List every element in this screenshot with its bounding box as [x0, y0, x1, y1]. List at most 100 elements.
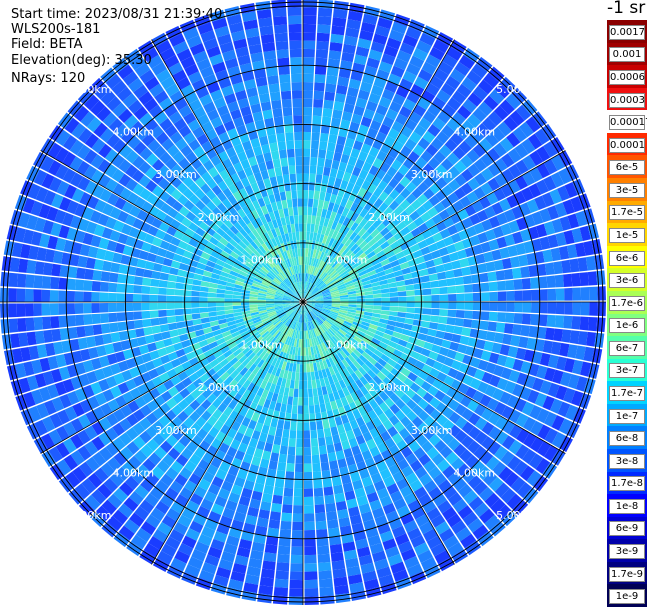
range-gate-cell — [304, 496, 314, 506]
range-gate-cell — [328, 313, 338, 319]
range-gate-cell — [331, 560, 346, 571]
range-gate-cell — [174, 295, 183, 302]
range-gate-cell — [206, 464, 219, 476]
range-gate-cell — [151, 270, 161, 280]
range-gate-cell — [394, 13, 411, 27]
range-gate-cell — [368, 273, 378, 280]
range-gate-cell — [407, 372, 418, 382]
range-gate-cell — [281, 199, 288, 209]
range-gate-cell — [264, 544, 278, 554]
range-gate-cell — [373, 385, 384, 396]
range-gate-cell — [380, 367, 391, 377]
range-gate-cell — [414, 295, 424, 302]
range-gate-cell — [306, 303, 315, 307]
range-gate-cell — [417, 422, 430, 434]
range-gate-cell — [122, 391, 135, 404]
range-gate-cell — [231, 484, 243, 496]
range-gate-cell — [303, 388, 308, 398]
range-gate-cell — [345, 282, 355, 288]
range-gate-cell — [290, 354, 295, 364]
range-gate-cell — [213, 574, 229, 587]
range-gate-cell — [303, 314, 306, 323]
range-gate-cell — [41, 316, 52, 330]
range-gate-cell — [597, 302, 606, 317]
range-gate-cell — [525, 116, 541, 133]
range-gate-cell — [312, 276, 318, 285]
range-gate-cell — [251, 430, 261, 441]
range-gate-cell — [553, 328, 564, 342]
range-gate-cell — [349, 582, 365, 593]
range-gate-cell — [191, 296, 200, 302]
range-gate-cell — [494, 82, 511, 99]
range-gate-cell — [564, 302, 573, 315]
range-gate-cell — [343, 320, 353, 327]
range-gate-cell — [345, 163, 355, 174]
range-gate-cell — [536, 146, 551, 162]
range-gate-cell — [278, 537, 291, 547]
range-gate-cell — [275, 40, 289, 51]
range-gate-cell — [288, 438, 296, 447]
range-gate-cell — [349, 341, 358, 349]
range-gate-cell — [293, 304, 300, 310]
range-gate-cell — [400, 416, 412, 428]
range-gate-cell — [355, 538, 369, 550]
range-gate-cell — [303, 148, 311, 157]
range-gate-cell — [68, 488, 84, 505]
range-gate-cell — [249, 498, 261, 510]
range-gate-cell — [371, 313, 381, 318]
range-gate-cell — [306, 303, 315, 306]
range-gate-cell — [303, 90, 313, 99]
range-gate-cell — [290, 57, 302, 66]
range-gate-cell — [308, 240, 313, 249]
range-gate-cell — [348, 296, 357, 300]
range-gate-cell — [304, 305, 309, 314]
range-gate-cell — [373, 197, 384, 209]
range-gate-cell — [373, 406, 384, 417]
range-gate-cell — [395, 577, 412, 590]
range-gate-cell — [404, 318, 414, 325]
range-gate-cell — [260, 315, 269, 321]
range-gate-cell — [298, 322, 301, 331]
range-gate-cell — [188, 372, 199, 383]
range-gate-cell — [339, 309, 348, 314]
range-gate-cell — [245, 360, 254, 370]
range-gate-cell — [345, 557, 360, 569]
range-gate-cell — [526, 337, 537, 350]
range-gate-cell — [491, 202, 504, 215]
range-gate-cell — [459, 449, 473, 463]
range-gate-cell — [445, 451, 459, 465]
range-gate-cell — [352, 427, 363, 438]
range-gate-cell — [338, 517, 351, 528]
range-gate-cell — [257, 304, 266, 307]
range-gate-cell — [88, 347, 99, 359]
range-gate-cell — [175, 494, 189, 507]
range-gate-cell — [307, 248, 312, 257]
range-gate-cell — [317, 553, 331, 564]
range-gate-cell — [218, 381, 229, 392]
range-gate-cell — [401, 267, 412, 275]
range-gate-cell — [289, 337, 294, 346]
range-gate-cell — [365, 330, 375, 338]
range-gate-cell — [319, 352, 326, 361]
range-gate-cell — [303, 48, 315, 58]
range-gate-cell — [139, 499, 155, 514]
range-gate-cell — [371, 316, 381, 322]
range-gate-cell — [420, 320, 431, 329]
range-gate-cell — [237, 424, 248, 435]
range-gate-cell — [252, 318, 262, 324]
range-gate-cell — [578, 193, 591, 210]
range-gate-cell — [218, 559, 234, 571]
range-gate-cell — [70, 433, 84, 449]
range-gate-cell — [289, 346, 294, 355]
range-gate-cell — [402, 215, 414, 226]
range-gate-cell — [515, 347, 527, 360]
range-gate-cell — [312, 288, 319, 295]
range-gate-cell — [124, 311, 134, 321]
range-gate-cell — [259, 25, 274, 36]
range-gate-cell — [240, 295, 250, 300]
range-gate-cell — [139, 417, 152, 430]
colorbar-tick-label: 3e-6 — [609, 273, 645, 289]
range-gate-cell — [322, 306, 332, 310]
range-gate-cell — [558, 418, 573, 435]
range-gate-cell — [273, 436, 282, 446]
